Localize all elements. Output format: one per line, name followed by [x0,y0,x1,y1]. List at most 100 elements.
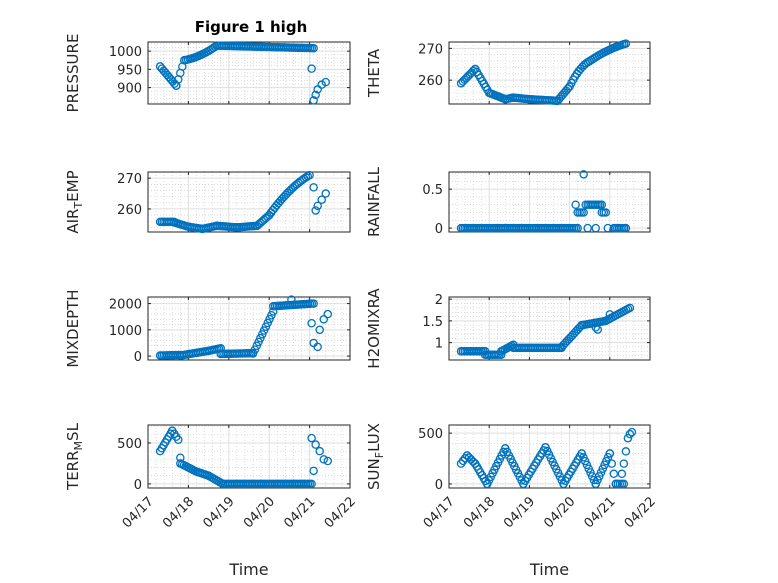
y-axis-label: THETA [365,48,383,98]
data-point [623,433,633,443]
series-markers [155,41,331,105]
y-tick-label: 1 [435,337,443,352]
x-axis-label: Time [529,560,569,579]
subplot-2: 260 270 THETA [365,39,651,106]
data-point [469,66,478,76]
y-tick-label: 900 [117,82,142,97]
subplot-5: 0 1000 2000 MIXDEPTH [64,289,351,368]
data-point [621,39,631,48]
data-point [625,429,635,439]
y-axis-label: SUNFLUX [365,423,386,490]
y-tick-label: 0 [134,478,142,493]
y-tick-label: 260 [117,203,142,218]
y-tick-label: 950 [117,63,142,78]
y-tick-label: 500 [418,427,443,442]
data-point [313,342,322,352]
data-point [603,223,613,233]
y-tick-label: 0 [435,222,443,237]
subplot-3: 260 270 AIRTEMP [64,170,351,234]
axes-box [147,41,351,105]
data-point [581,200,590,209]
data-point [313,201,322,211]
data-point [571,200,580,209]
data-point [323,309,333,319]
series-markers [456,170,631,233]
data-point [627,427,637,437]
data-point [321,189,331,198]
series-markers [155,295,333,360]
data-point [579,170,588,179]
y-axis-label: TERRMSL [64,422,85,491]
data-point [591,223,600,233]
data-point [309,299,318,308]
y-tick-label: 1000 [109,324,142,339]
data-point [311,440,320,449]
y-tick-label: 0 [134,350,142,365]
data-point [591,323,600,332]
figure-title: Figure 1 high [195,18,308,36]
data-point [174,435,183,444]
data-point [303,171,313,181]
y-tick-label: 260 [418,74,443,89]
data-point [605,310,615,319]
y-axis-label: PRESSURE [64,34,82,113]
axes-box [147,171,351,233]
series-markers [456,303,635,360]
y-axis-label: RAINFALL [365,166,383,237]
data-point [307,318,316,328]
subplot-1: 900 950 1000 PRESSURE [64,34,351,113]
subplot-4: 0 0.5 RAINFALL [365,166,651,237]
data-point [323,456,333,466]
data-point [625,303,635,313]
data-point [617,469,627,479]
series-markers [456,427,637,489]
y-tick-label: 270 [117,172,142,187]
data-point [311,206,320,215]
y-tick-label: 0 [435,478,443,493]
y-tick-label: 1.5 [422,315,443,330]
axes-box [448,424,651,489]
y-axis-label: H2OMIXRA [365,288,383,369]
data-point [311,90,320,100]
y-axis-label: AIRTEMP [64,170,85,233]
data-point [321,77,331,87]
axes-box [147,296,351,361]
series-markers [155,426,333,489]
subplot-6: 1 1.5 2 H2OMIXRA [365,288,651,369]
data-point [315,325,324,335]
axes-box [448,296,651,361]
y-tick-label: 270 [418,42,443,57]
y-tick-label: 1000 [109,45,142,60]
data-point [583,223,592,233]
data-point [619,479,629,489]
data-point [307,479,316,489]
data-point [309,43,318,53]
y-tick-label: 500 [117,437,142,452]
data-point [309,96,318,105]
y-tick-label: 2 [435,293,443,308]
data-point [317,195,326,204]
y-tick-label: 0.5 [422,183,443,198]
data-point [315,446,324,456]
data-point [287,295,296,304]
data-point [307,433,316,443]
data-point [305,170,314,180]
data-point [579,208,588,217]
data-point [307,64,316,73]
data-point [607,459,617,468]
data-point [621,447,631,456]
data-point [621,223,631,233]
data-point [176,453,185,462]
y-tick-label: 2000 [109,298,142,313]
data-point [619,459,629,468]
data-point [309,466,318,476]
data-point [573,223,582,233]
series-markers [456,39,631,106]
data-point [319,455,328,464]
data-point [319,315,328,324]
data-point [601,208,611,217]
data-point [593,325,602,334]
